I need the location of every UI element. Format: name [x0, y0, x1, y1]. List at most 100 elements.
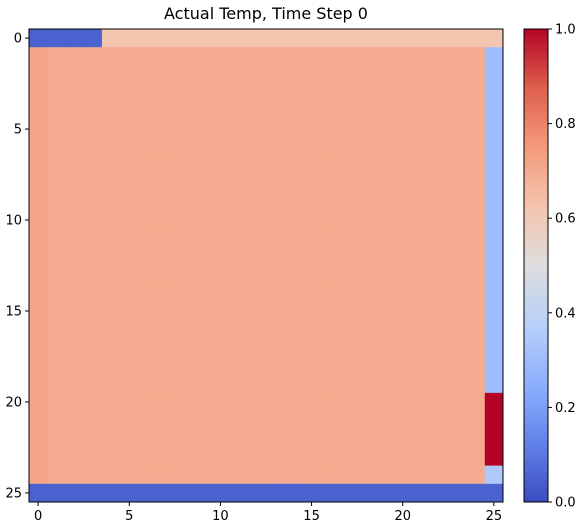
heatmap-cell	[448, 338, 467, 357]
heatmap-cell	[29, 210, 48, 230]
heatmap-cell	[138, 138, 158, 157]
heatmap-cell	[120, 192, 139, 212]
heatmap-cell	[156, 156, 176, 175]
heatmap-cell	[466, 210, 486, 230]
heatmap-cell	[29, 156, 48, 175]
heatmap-cell	[338, 29, 358, 48]
heatmap-cell	[247, 265, 267, 285]
heatmap-cell	[430, 29, 449, 48]
heatmap-cell	[411, 483, 431, 503]
heatmap-cell	[101, 247, 121, 266]
heatmap-cell	[138, 101, 158, 121]
heatmap-cell	[338, 83, 358, 103]
heatmap-cell	[411, 138, 431, 157]
heatmap-cell	[448, 65, 467, 84]
heatmap-cell	[120, 119, 139, 139]
heatmap-cell	[247, 338, 267, 357]
heatmap-cell	[83, 192, 103, 212]
heatmap-cell	[156, 320, 176, 339]
heatmap-cell	[484, 156, 504, 175]
heatmap-cell	[357, 392, 376, 412]
heatmap-cell	[448, 265, 467, 285]
heatmap-cell	[47, 320, 66, 339]
heatmap-cell	[393, 156, 413, 175]
heatmap-cell	[120, 138, 139, 157]
heatmap-cell	[83, 138, 103, 157]
heatmap-cell	[357, 465, 376, 485]
heatmap-cell	[266, 138, 285, 157]
heatmap-cell	[29, 29, 48, 48]
heatmap-cell	[375, 320, 395, 339]
heatmap-cell	[156, 138, 176, 157]
heatmap-cell	[47, 192, 66, 212]
heatmap-cell	[193, 65, 212, 84]
heatmap-cell	[83, 265, 103, 285]
heatmap-cell	[484, 283, 504, 303]
heatmap-cell	[411, 101, 431, 121]
heatmap-cell	[375, 156, 395, 175]
heatmap-cell	[284, 83, 303, 103]
heatmap-cell	[47, 65, 66, 84]
colorbar-axis: 0.0 0.2 0.4 0.6 0.8 1.0	[548, 23, 576, 511]
heatmap-cell	[266, 101, 285, 121]
heatmap-cell	[393, 174, 413, 194]
heatmap-cell	[266, 283, 285, 303]
heatmap-cell	[430, 465, 449, 485]
heatmap-cell	[47, 119, 66, 139]
heatmap-cell	[466, 392, 486, 412]
heatmap-cell	[357, 174, 376, 194]
heatmap-cell	[65, 411, 85, 430]
heatmap-cell	[247, 29, 267, 48]
heatmap-cell	[320, 101, 340, 121]
heatmap-cell	[484, 65, 504, 84]
heatmap-cell	[411, 47, 431, 66]
heatmap-cell	[448, 83, 467, 103]
heatmap-cell	[247, 411, 267, 430]
heatmap-cell	[430, 429, 449, 448]
heatmap-cell	[320, 229, 340, 248]
chart-title: Actual Temp, Time Step 0	[164, 4, 368, 23]
heatmap-cell	[266, 374, 285, 394]
heatmap-cell	[83, 47, 103, 66]
heatmap-cell	[193, 283, 212, 303]
heatmap-cell	[430, 283, 449, 303]
heatmap-cell	[266, 320, 285, 339]
heatmap-cell	[302, 283, 322, 303]
heatmap-cell	[320, 374, 340, 394]
heatmap-cell	[375, 101, 395, 121]
heatmap-cell	[229, 65, 249, 84]
heatmap-cell	[138, 429, 158, 448]
heatmap-cell	[338, 101, 358, 121]
heatmap-cell	[156, 283, 176, 303]
heatmap-cell	[211, 29, 230, 48]
heatmap-cell	[247, 174, 267, 194]
heatmap-cell	[47, 247, 66, 266]
heatmap-cell	[138, 47, 158, 66]
heatmap-cell	[430, 156, 449, 175]
heatmap-cell	[65, 119, 85, 139]
heatmap-cell	[448, 301, 467, 321]
heatmap-cell	[211, 265, 230, 285]
heatmap-cell	[193, 465, 212, 485]
heatmap-cell	[375, 83, 395, 103]
heatmap-cell	[65, 338, 85, 357]
heatmap-cell	[284, 247, 303, 266]
heatmap-cell	[320, 411, 340, 430]
heatmap-cell	[266, 174, 285, 194]
heatmap-cell	[174, 156, 194, 175]
heatmap-cell	[375, 119, 395, 139]
heatmap-cell	[229, 483, 249, 503]
heatmap-cell	[193, 47, 212, 66]
y-tick-label: 5	[14, 123, 22, 138]
heatmap-cell	[484, 174, 504, 194]
heatmap-cell	[211, 101, 230, 121]
heatmap-cell	[138, 247, 158, 266]
heatmap-cell	[47, 47, 66, 66]
heatmap-cell	[484, 429, 504, 448]
heatmap-cell	[302, 320, 322, 339]
heatmap-cell	[393, 83, 413, 103]
heatmap-cell	[266, 429, 285, 448]
heatmap-cell	[156, 356, 176, 376]
heatmap-cell	[448, 47, 467, 66]
heatmap-cell	[448, 429, 467, 448]
